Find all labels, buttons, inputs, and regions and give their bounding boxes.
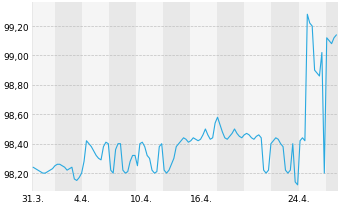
Bar (33, 4, 55, 191)
Bar (244, 4, 271, 191)
Bar (190, 4, 217, 191)
Bar (298, 4, 326, 191)
Bar (82, 4, 109, 191)
Bar (136, 4, 163, 191)
